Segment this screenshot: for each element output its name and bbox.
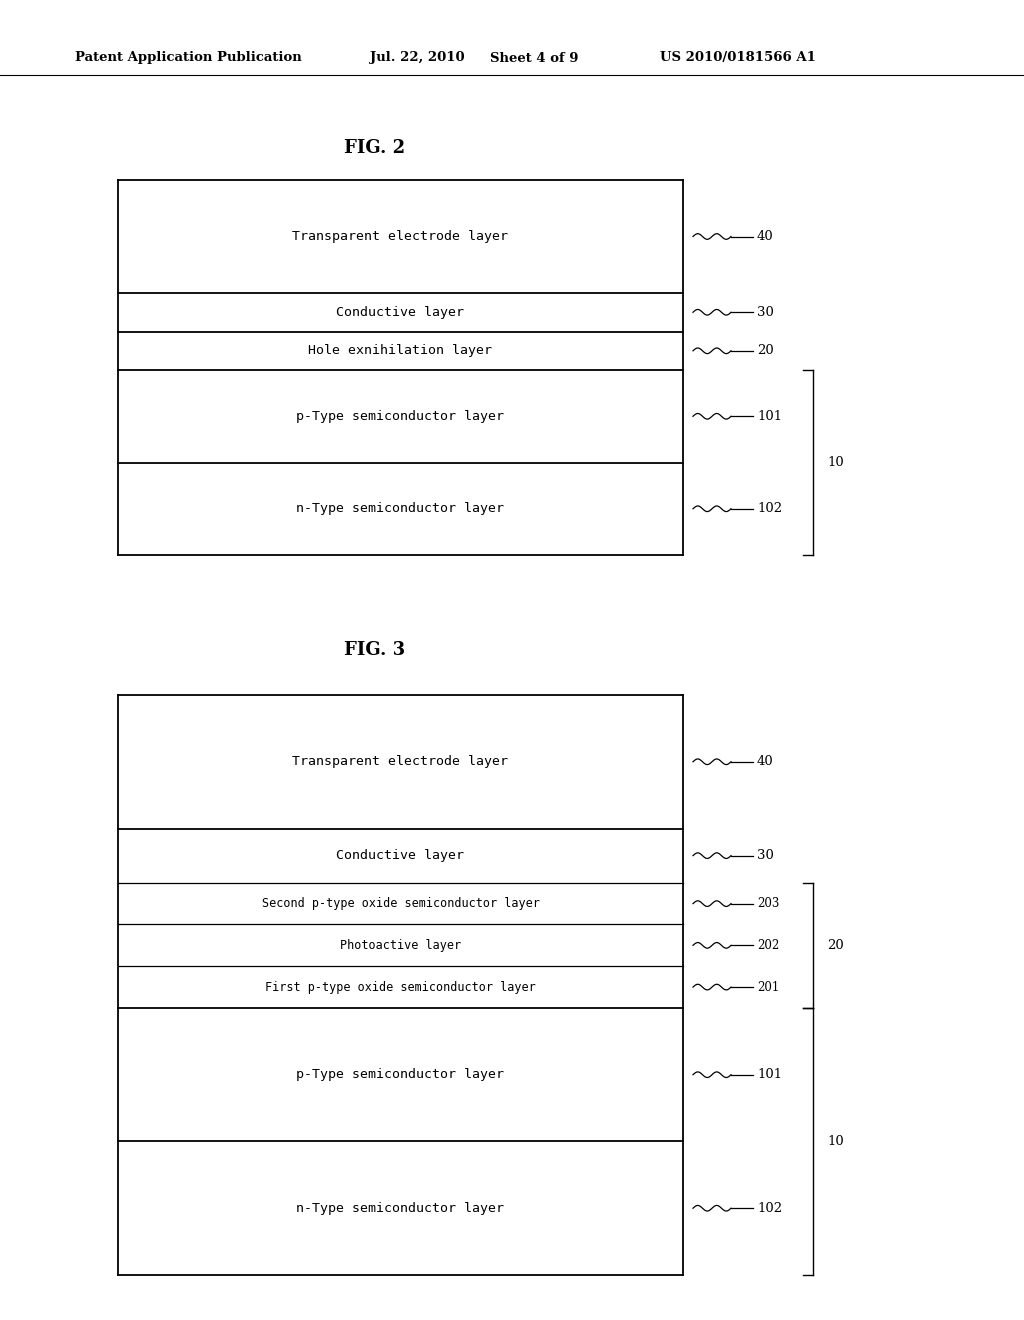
Text: 30: 30 [757,306,774,318]
Text: First p-type oxide semiconductor layer: First p-type oxide semiconductor layer [265,981,536,994]
Text: 20: 20 [757,345,774,358]
Text: Hole exnihilation layer: Hole exnihilation layer [308,345,493,358]
Text: 102: 102 [757,1201,782,1214]
Text: Conductive layer: Conductive layer [337,306,465,318]
Text: 40: 40 [757,230,774,243]
Text: FIG. 3: FIG. 3 [344,642,406,659]
Text: Jul. 22, 2010: Jul. 22, 2010 [370,51,465,65]
Text: 40: 40 [757,755,774,768]
Text: 10: 10 [827,455,844,469]
Text: 30: 30 [757,849,774,862]
Text: p-Type semiconductor layer: p-Type semiconductor layer [297,1068,505,1081]
Text: 202: 202 [757,939,779,952]
Text: Transparent electrode layer: Transparent electrode layer [293,230,509,243]
Text: p-Type semiconductor layer: p-Type semiconductor layer [297,409,505,422]
Text: Sheet 4 of 9: Sheet 4 of 9 [490,51,579,65]
Text: 101: 101 [757,409,782,422]
Text: n-Type semiconductor layer: n-Type semiconductor layer [297,1201,505,1214]
Text: Conductive layer: Conductive layer [337,849,465,862]
Text: Patent Application Publication: Patent Application Publication [75,51,302,65]
Text: 101: 101 [757,1068,782,1081]
Text: FIG. 2: FIG. 2 [344,139,406,157]
Text: 20: 20 [827,939,844,952]
Text: US 2010/0181566 A1: US 2010/0181566 A1 [660,51,816,65]
Text: n-Type semiconductor layer: n-Type semiconductor layer [297,503,505,515]
Text: 203: 203 [757,898,779,909]
Text: Transparent electrode layer: Transparent electrode layer [293,755,509,768]
Text: Photoactive layer: Photoactive layer [340,939,461,952]
Text: 102: 102 [757,503,782,515]
Text: 201: 201 [757,981,779,994]
Text: Second p-type oxide semiconductor layer: Second p-type oxide semiconductor layer [261,898,540,909]
Text: 10: 10 [827,1135,844,1148]
